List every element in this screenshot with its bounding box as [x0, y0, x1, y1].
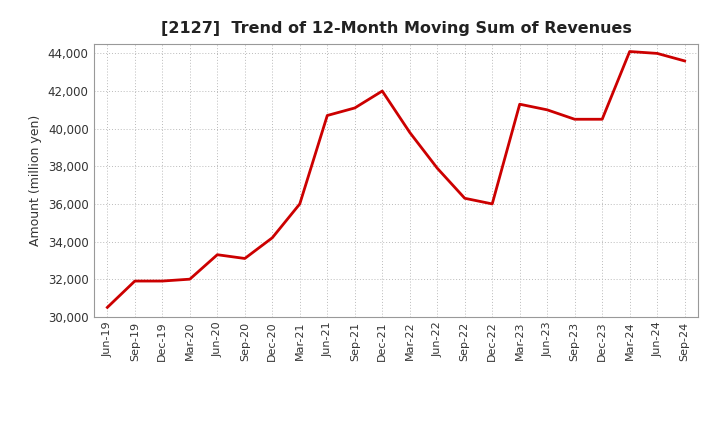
Y-axis label: Amount (million yen): Amount (million yen) [30, 115, 42, 246]
Title: [2127]  Trend of 12-Month Moving Sum of Revenues: [2127] Trend of 12-Month Moving Sum of R… [161, 21, 631, 36]
